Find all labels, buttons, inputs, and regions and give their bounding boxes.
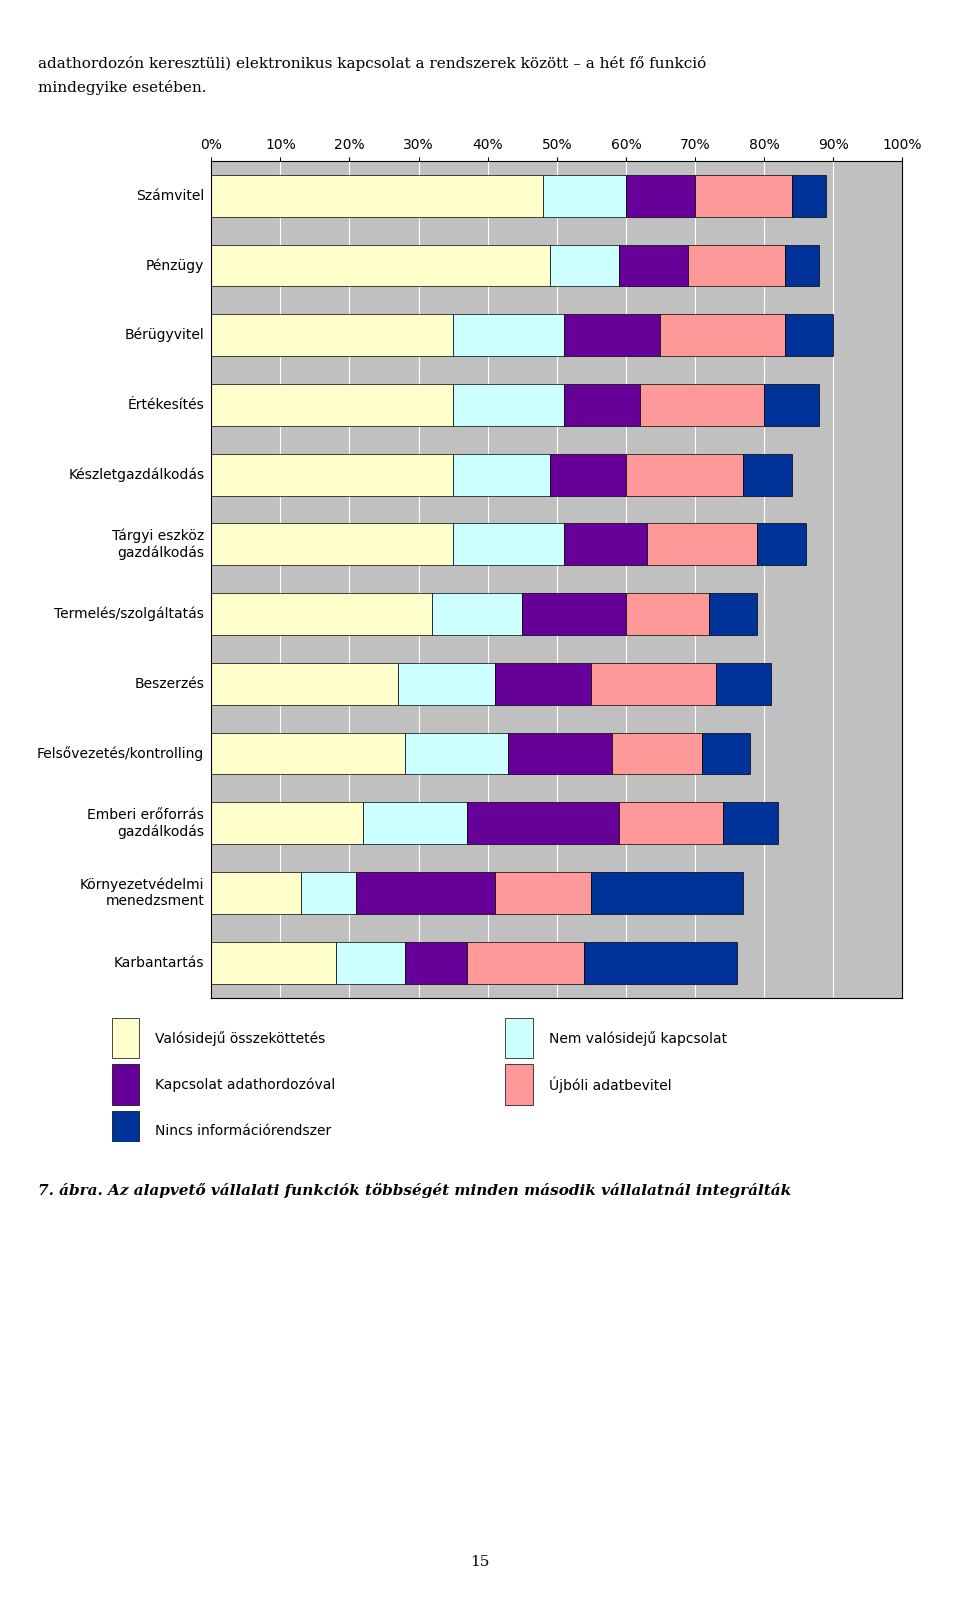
- Bar: [211, 441, 902, 508]
- Bar: [211, 732, 405, 774]
- Bar: [405, 732, 509, 774]
- Bar: [626, 175, 695, 217]
- Bar: [543, 175, 626, 217]
- Bar: [564, 385, 639, 426]
- Bar: [211, 370, 902, 439]
- Bar: [211, 788, 902, 858]
- Bar: [612, 732, 702, 774]
- Bar: [626, 594, 708, 636]
- Bar: [211, 859, 902, 927]
- Bar: [757, 523, 805, 565]
- Bar: [211, 523, 453, 565]
- Bar: [211, 663, 397, 705]
- Bar: [211, 245, 550, 286]
- Bar: [708, 594, 757, 636]
- Bar: [211, 161, 902, 230]
- Bar: [467, 803, 619, 845]
- Bar: [550, 245, 619, 286]
- FancyBboxPatch shape: [111, 1110, 139, 1150]
- Bar: [397, 663, 494, 705]
- Bar: [619, 245, 688, 286]
- Text: adathordozón keresztüli) elektronikus kapcsolat a rendszerek között – a hét fő f: adathordozón keresztüli) elektronikus ka…: [38, 56, 707, 71]
- Bar: [211, 719, 902, 788]
- Bar: [585, 941, 736, 983]
- Bar: [702, 732, 751, 774]
- Bar: [356, 872, 494, 914]
- Bar: [626, 454, 743, 496]
- Bar: [522, 594, 626, 636]
- FancyBboxPatch shape: [505, 1018, 533, 1059]
- Bar: [688, 245, 785, 286]
- Bar: [723, 803, 778, 845]
- Text: 7. ábra. Az alapvető vállalati funkciók többségét minden második vállalatnál int: 7. ábra. Az alapvető vállalati funkciók …: [38, 1183, 792, 1197]
- Text: Kapcsolat adathordozóval: Kapcsolat adathordozóval: [156, 1076, 335, 1093]
- Bar: [785, 314, 833, 356]
- Text: Újbóli adatbevitel: Újbóli adatbevitel: [549, 1076, 671, 1093]
- Bar: [211, 594, 432, 636]
- Text: Nincs információrendszer: Nincs információrendszer: [156, 1123, 331, 1138]
- Bar: [211, 872, 301, 914]
- Bar: [509, 732, 612, 774]
- Bar: [211, 232, 902, 299]
- Bar: [211, 301, 902, 370]
- Bar: [453, 523, 564, 565]
- Bar: [660, 314, 785, 356]
- Bar: [764, 385, 820, 426]
- Bar: [211, 314, 453, 356]
- Bar: [453, 454, 550, 496]
- Bar: [695, 175, 792, 217]
- Bar: [716, 663, 771, 705]
- Bar: [564, 314, 660, 356]
- Bar: [211, 510, 902, 579]
- Bar: [619, 803, 723, 845]
- Bar: [494, 663, 591, 705]
- Bar: [591, 872, 743, 914]
- Bar: [647, 523, 757, 565]
- Bar: [211, 175, 543, 217]
- Bar: [211, 385, 453, 426]
- Bar: [211, 803, 363, 845]
- Bar: [211, 650, 902, 718]
- Bar: [550, 454, 626, 496]
- Bar: [211, 579, 902, 648]
- Bar: [405, 941, 467, 983]
- Text: Valósidejű összeköttetés: Valósidejű összeköttetés: [156, 1031, 325, 1046]
- Text: 15: 15: [470, 1554, 490, 1569]
- Bar: [639, 385, 764, 426]
- Bar: [453, 385, 564, 426]
- FancyBboxPatch shape: [111, 1018, 139, 1059]
- Text: Nem valósidejű kapcsolat: Nem valósidejű kapcsolat: [549, 1031, 727, 1046]
- Bar: [432, 594, 522, 636]
- Bar: [591, 663, 716, 705]
- FancyBboxPatch shape: [111, 1064, 139, 1105]
- FancyBboxPatch shape: [505, 1064, 533, 1105]
- Bar: [564, 523, 647, 565]
- Bar: [336, 941, 405, 983]
- Bar: [743, 454, 792, 496]
- Bar: [211, 928, 902, 998]
- Bar: [467, 941, 585, 983]
- Bar: [792, 175, 827, 217]
- Bar: [211, 454, 453, 496]
- Bar: [363, 803, 467, 845]
- Text: mindegyike esetében.: mindegyike esetében.: [38, 80, 207, 95]
- Bar: [211, 941, 336, 983]
- Bar: [453, 314, 564, 356]
- Bar: [785, 245, 820, 286]
- Bar: [301, 872, 356, 914]
- Bar: [494, 872, 591, 914]
